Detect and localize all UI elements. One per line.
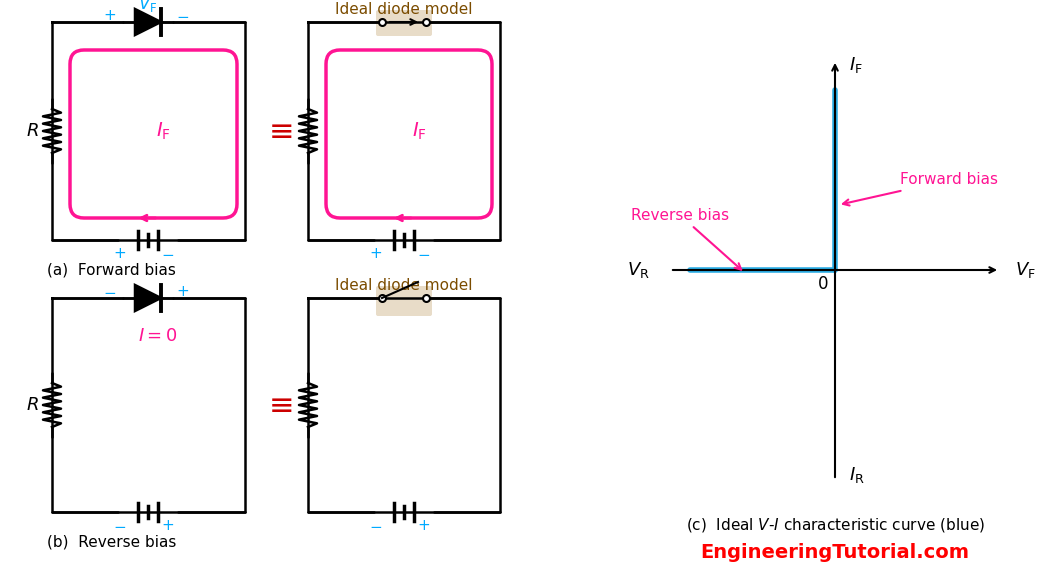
Text: $-$: $-$ (104, 284, 116, 298)
Text: $I_{\mathrm{F}}$: $I_{\mathrm{F}}$ (412, 121, 427, 142)
Text: $R$: $R$ (25, 396, 39, 414)
Text: EngineeringTutorial.com: EngineeringTutorial.com (700, 543, 969, 563)
Text: +: + (417, 517, 431, 533)
Text: Forward bias: Forward bias (843, 173, 998, 205)
Text: $I_{\mathrm{F}}$: $I_{\mathrm{F}}$ (156, 121, 171, 142)
Text: +: + (161, 517, 174, 533)
Text: Reverse bias: Reverse bias (631, 208, 741, 269)
Text: +: + (113, 246, 127, 260)
Text: +: + (370, 246, 383, 260)
FancyBboxPatch shape (376, 286, 432, 316)
Text: $V_{\mathrm{F}}$: $V_{\mathrm{F}}$ (138, 0, 157, 14)
Text: $I_{\mathrm{F}}$: $I_{\mathrm{F}}$ (849, 55, 863, 75)
Text: $V_{\mathrm{F}}$: $V_{\mathrm{F}}$ (1016, 260, 1035, 280)
Text: (a)  Forward bias: (a) Forward bias (47, 263, 176, 277)
Text: $-$: $-$ (176, 7, 190, 23)
Text: +: + (177, 284, 190, 298)
Text: $-$: $-$ (161, 246, 175, 260)
Text: +: + (104, 7, 116, 23)
Text: $R$: $R$ (25, 122, 39, 140)
Text: $-$: $-$ (417, 246, 431, 260)
Polygon shape (135, 285, 161, 311)
Polygon shape (135, 9, 161, 35)
Text: $\equiv$: $\equiv$ (263, 115, 293, 144)
Text: $\equiv$: $\equiv$ (263, 391, 293, 419)
Text: $I = 0$: $I = 0$ (138, 327, 178, 345)
Text: (b)  Reverse bias: (b) Reverse bias (47, 534, 176, 550)
Text: $-$: $-$ (370, 517, 383, 533)
Text: Ideal diode model: Ideal diode model (335, 278, 473, 294)
Text: (c)  Ideal $V$-$I$ characteristic curve (blue): (c) Ideal $V$-$I$ characteristic curve (… (685, 516, 984, 534)
Text: $-$: $-$ (113, 517, 127, 533)
FancyBboxPatch shape (376, 10, 432, 36)
Text: Ideal diode model: Ideal diode model (335, 2, 473, 18)
Text: 0: 0 (817, 275, 828, 293)
Text: $V_{\mathrm{R}}$: $V_{\mathrm{R}}$ (627, 260, 650, 280)
Text: $I_{\mathrm{R}}$: $I_{\mathrm{R}}$ (849, 465, 865, 485)
